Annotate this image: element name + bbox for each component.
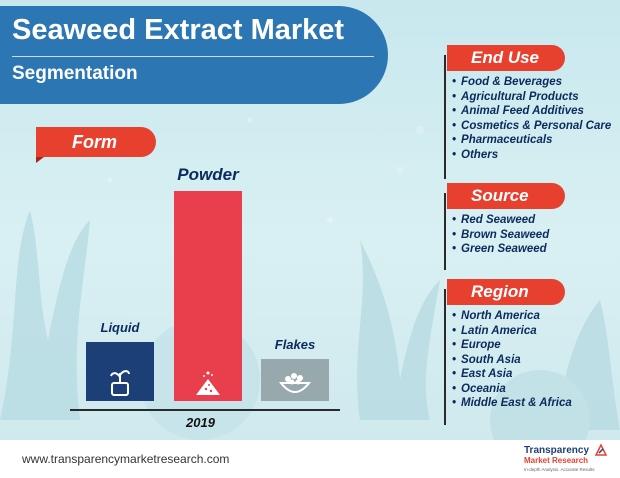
list-item: Latin America [452,324,572,339]
list-item: Europe [452,338,572,353]
list-item: East Asia [452,367,572,382]
bar-label-powder: Powder [177,165,239,184]
list-item: South Asia [452,353,572,368]
bar-liquid [86,342,154,401]
panel-list-region: North AmericaLatin AmericaEuropeSouth As… [452,309,572,411]
bar-flakes [261,359,329,401]
panel-title-source: Source [447,183,565,209]
list-item: Food & Beverages [452,75,611,90]
flakes-bowl-icon [278,373,312,393]
brand-logo: Transparency Market Research In-depth An… [524,443,608,475]
chart-title-tab: Form [36,127,156,163]
bar-label-liquid: Liquid [100,320,140,335]
list-item: Green Seaweed [452,242,549,257]
list-item: Middle East & Africa [452,396,572,411]
brand-mark-icon [594,443,608,456]
x-axis-label: 2019 [186,415,215,430]
footer: www.transparencymarketresearch.com Trans… [0,440,620,478]
panel-rule-region [444,289,446,425]
list-item: Pharmaceuticals [452,133,611,148]
brand-name: Transparency [524,445,590,456]
list-item: Animal Feed Additives [452,104,611,119]
list-item: Oceania [452,382,572,397]
panel-title-end-use: End Use [447,45,565,71]
brand-name-2: Market Research [524,456,589,465]
title-banner: Seaweed Extract Market Segmentation [0,6,388,104]
list-item: Agricultural Products [452,90,611,105]
powder-pile-icon [196,371,220,395]
panel-title-region: Region [447,279,565,305]
page-title: Seaweed Extract Market [12,14,345,46]
title-divider [12,56,374,57]
plant-bottle-icon [110,370,130,396]
bar-label-flakes: Flakes [274,337,316,352]
panel-list-end-use: Food & BeveragesAgricultural ProductsAni… [452,75,611,162]
brand-tagline: In-depth Analysis. Accurate Results [524,467,595,472]
list-item: Others [452,148,611,163]
panel-list-source: Red SeaweedBrown SeaweedGreen Seaweed [452,213,549,257]
panel-rule-end-use [444,55,446,179]
list-item: North America [452,309,572,324]
list-item: Brown Seaweed [452,228,549,243]
x-axis-line [70,409,340,411]
page-subtitle: Segmentation [12,63,138,84]
bar-powder [174,191,242,401]
list-item: Red Seaweed [452,213,549,228]
list-item: Cosmetics & Personal Care [452,119,611,134]
footer-url[interactable]: www.transparencymarketresearch.com [22,452,230,466]
panel-rule-source [444,193,446,270]
